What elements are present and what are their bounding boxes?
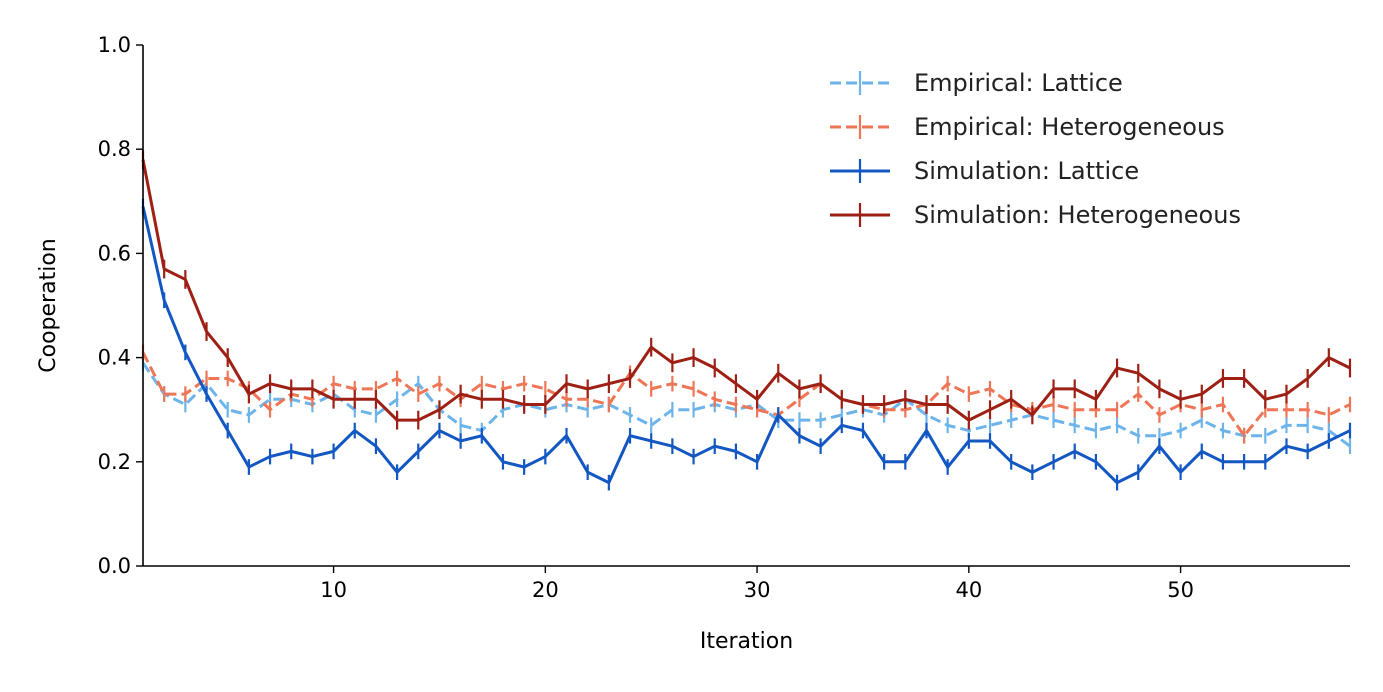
legend-label: Empirical: Heterogeneous <box>914 113 1225 141</box>
x-tick-label: 20 <box>532 578 559 602</box>
series-3 <box>141 150 1352 430</box>
y-tick-label: 0.0 <box>98 554 131 578</box>
legend-entry-3: Simulation: Heterogeneous <box>830 201 1241 229</box>
series-3-error-bars <box>141 150 1352 430</box>
series-2-line <box>141 206 1351 485</box>
series-2-error-bars <box>141 198 1352 491</box>
legend-entry-2: Simulation: Lattice <box>830 157 1139 185</box>
legend-entry-0: Empirical: Lattice <box>830 69 1123 97</box>
x-axis-label: Iteration <box>700 629 793 654</box>
legend-label: Simulation: Lattice <box>914 157 1139 185</box>
y-tick-label: 1.0 <box>98 33 131 57</box>
legend: Empirical: Lattice Empirical: Heterogeneo… <box>830 69 1241 229</box>
x-tick-label: 30 <box>744 578 771 602</box>
y-axis-label: Cooperation <box>36 238 61 372</box>
legend-entry-1: Empirical: Heterogeneous <box>830 113 1225 141</box>
y-tick-label: 0.4 <box>98 346 131 370</box>
series-0-error-bars <box>141 354 1352 454</box>
series-2 <box>141 198 1352 491</box>
series-3-line <box>141 159 1351 422</box>
legend-label: Simulation: Heterogeneous <box>914 201 1241 229</box>
legend-label: Empirical: Lattice <box>914 69 1123 97</box>
series-0 <box>141 354 1352 454</box>
y-tick-label: 0.6 <box>98 241 131 265</box>
y-tick-label: 0.8 <box>98 137 131 161</box>
x-tick-label: 50 <box>1167 578 1194 602</box>
y-tick-label: 0.2 <box>98 450 131 474</box>
series-layer <box>141 150 1352 491</box>
series-0-line <box>141 361 1351 448</box>
x-tick-label: 10 <box>320 578 347 602</box>
axes-layer: 0.0 0.2 0.4 0.6 0.8 1.0 10 20 30 40 50 <box>98 33 1350 602</box>
series-1-line <box>141 351 1351 438</box>
x-tick-label: 40 <box>955 578 982 602</box>
